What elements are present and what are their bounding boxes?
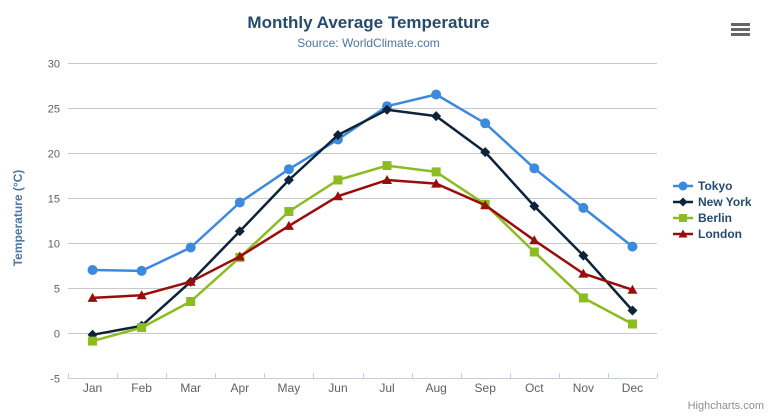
data-point-tokyo-mar[interactable]	[185, 242, 196, 253]
data-point-london-dec[interactable]	[627, 284, 638, 294]
y-tick-label: -5	[50, 374, 60, 386]
data-point-new-york-may[interactable]	[283, 175, 294, 185]
series-line-tokyo	[91, 93, 634, 273]
x-tick-label: Oct	[525, 381, 544, 395]
x-tick-label: Mar	[180, 381, 201, 395]
x-tick-label: Aug	[425, 381, 446, 395]
x-tick-label: Apr	[230, 381, 249, 395]
series-line-new-york	[91, 108, 634, 337]
data-point-tokyo-oct[interactable]	[529, 163, 540, 174]
data-point-london-sep[interactable]	[480, 200, 491, 210]
legend-item-tokyo[interactable]: Tokyo	[673, 178, 752, 194]
triangle-legend-marker-icon	[673, 229, 693, 238]
y-tick-label: 30	[48, 59, 60, 71]
data-point-new-york-jun[interactable]	[332, 130, 343, 140]
data-point-berlin-feb[interactable]	[137, 323, 147, 333]
data-point-tokyo-sep[interactable]	[480, 118, 491, 129]
legend-item-berlin[interactable]: Berlin	[673, 210, 752, 226]
series-line-berlin	[91, 164, 634, 343]
x-tick-label: Nov	[573, 381, 594, 395]
legend-marker-symbol	[678, 197, 688, 207]
data-point-london-may[interactable]	[283, 220, 294, 230]
data-point-london-mar[interactable]	[185, 276, 196, 286]
x-tick-label: May	[278, 381, 301, 395]
data-point-tokyo-feb[interactable]	[136, 265, 147, 276]
circle-legend-marker-icon	[673, 181, 693, 191]
data-point-london-apr[interactable]	[234, 251, 245, 261]
y-tick-label: 10	[48, 239, 60, 251]
legend-marker-symbol	[678, 229, 688, 238]
data-point-berlin-nov[interactable]	[578, 293, 588, 303]
data-point-new-york-sep[interactable]	[480, 147, 491, 158]
data-point-new-york-dec[interactable]	[627, 305, 638, 316]
y-tick-label: 20	[48, 149, 60, 161]
data-point-tokyo-may[interactable]	[283, 164, 294, 175]
data-point-tokyo-nov[interactable]	[578, 202, 589, 213]
legend-marker-symbol	[678, 181, 688, 191]
legend-item-london[interactable]: London	[673, 226, 752, 242]
data-point-tokyo-aug[interactable]	[431, 89, 442, 100]
y-tick-label: 15	[48, 194, 60, 206]
data-point-london-aug[interactable]	[431, 178, 442, 188]
credits-link[interactable]: Highcharts.com	[687, 400, 764, 412]
x-tick-label: Feb	[131, 381, 152, 395]
data-point-new-york-apr[interactable]	[234, 226, 245, 237]
hamburger-icon	[730, 22, 750, 36]
legend-label: New York	[698, 195, 752, 209]
data-point-berlin-dec[interactable]	[627, 319, 637, 329]
data-point-new-york-aug[interactable]	[431, 111, 442, 122]
data-point-tokyo-apr[interactable]	[234, 197, 245, 208]
series-line-london	[91, 178, 634, 300]
x-tick-label: Jun	[328, 381, 347, 395]
data-point-london-nov[interactable]	[578, 268, 589, 278]
data-point-london-jun[interactable]	[332, 191, 343, 201]
y-tick-label: 0	[54, 329, 60, 341]
data-point-berlin-mar[interactable]	[186, 297, 196, 306]
square-legend-marker-icon	[673, 214, 693, 222]
x-tick-label: Jan	[83, 381, 102, 395]
y-tick-label: 25	[48, 104, 60, 116]
legend: Tokyo New York Berlin London	[673, 178, 752, 242]
y-axis-title: Temperature (°C)	[11, 169, 25, 267]
context-menu-button[interactable]	[726, 18, 754, 40]
chart-title: Monthly Average Temperature	[247, 13, 490, 32]
legend-item-new-york[interactable]: New York	[673, 194, 752, 210]
y-tick-label: 5	[54, 284, 60, 296]
data-point-berlin-aug[interactable]	[431, 167, 441, 177]
data-point-tokyo-dec[interactable]	[627, 241, 638, 252]
x-tick-label: Dec	[622, 381, 643, 395]
data-point-new-york-jul[interactable]	[382, 104, 393, 115]
legend-label: Berlin	[698, 211, 733, 225]
data-point-berlin-jun[interactable]	[333, 175, 343, 185]
legend-marker-symbol	[679, 214, 687, 222]
data-point-london-feb[interactable]	[136, 290, 147, 300]
x-tick-label: Sep	[475, 381, 497, 395]
data-point-new-york-nov[interactable]	[578, 250, 589, 261]
data-point-tokyo-jan[interactable]	[87, 265, 98, 275]
chart-subtitle: Source: WorldClimate.com	[297, 36, 440, 50]
data-point-new-york-oct[interactable]	[529, 201, 540, 212]
data-point-berlin-oct[interactable]	[529, 247, 539, 257]
data-point-berlin-jul[interactable]	[382, 161, 392, 171]
data-point-berlin-may[interactable]	[284, 207, 294, 216]
legend-label: London	[698, 227, 742, 241]
x-tick-label: Jul	[379, 381, 394, 395]
data-point-london-jan[interactable]	[87, 292, 98, 302]
data-point-london-jul[interactable]	[382, 175, 393, 184]
legend-label: Tokyo	[698, 179, 733, 193]
data-point-berlin-jan[interactable]	[88, 336, 98, 346]
diamond-legend-marker-icon	[673, 197, 693, 207]
data-point-london-oct[interactable]	[529, 235, 540, 245]
